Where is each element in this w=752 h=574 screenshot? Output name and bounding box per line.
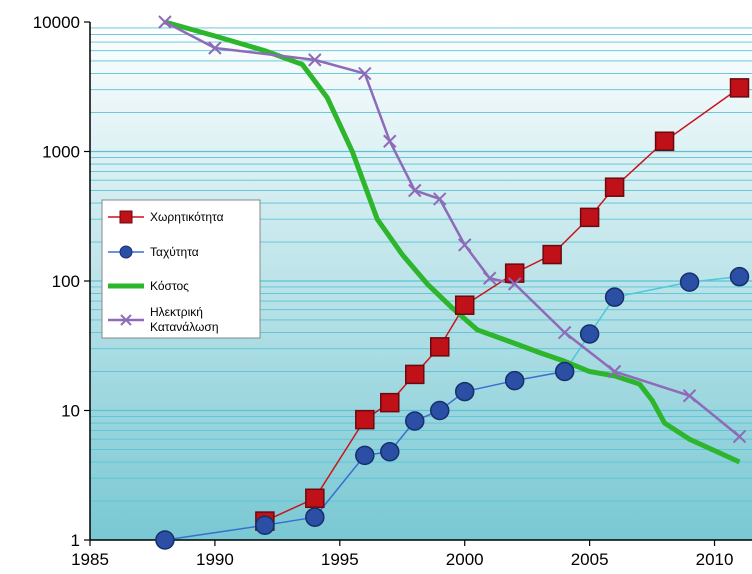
series-4-point xyxy=(682,389,697,403)
series-1-point xyxy=(542,244,562,265)
series-4-point xyxy=(208,41,222,55)
series-4-point xyxy=(358,66,372,81)
series-2-point xyxy=(380,442,400,462)
series-2-point xyxy=(429,400,450,421)
legend-label-line: Ηλεκτρική xyxy=(150,305,203,319)
y-tick-label: 1000 xyxy=(42,143,80,162)
legend: Χωρητικότητα Ταχύτητα Κόστος Ηλεκτρική Καταν… xyxy=(101,199,261,339)
x-stroke xyxy=(358,66,372,81)
series-2-point xyxy=(729,266,750,287)
series-3-line xyxy=(164,19,741,465)
legend-label-line: Ταχύτητα xyxy=(150,245,199,259)
series-markers xyxy=(155,15,750,550)
x-stroke xyxy=(408,183,422,198)
x-stroke xyxy=(507,277,522,291)
series-1-point xyxy=(429,337,450,357)
y-tick-label: 10000 xyxy=(33,13,80,32)
series-2-segment xyxy=(614,281,690,298)
series-4-point xyxy=(557,325,572,340)
legend-label-line: Χωρητικότητα xyxy=(150,210,224,224)
series-2-point xyxy=(405,411,425,431)
x-stroke xyxy=(433,192,447,206)
series-4-point xyxy=(383,134,397,148)
series-4-point xyxy=(482,271,497,285)
x-tick-label: 2005 xyxy=(571,550,609,569)
series-1-point xyxy=(579,207,600,228)
series-4-line xyxy=(164,20,741,438)
legend-label: Χωρητικότητα xyxy=(150,210,224,224)
y-tick-label: 10 xyxy=(61,402,80,421)
x-tick-labels: 1985 1990 1995 2000 2005 2010 xyxy=(71,540,733,569)
x-stroke xyxy=(482,271,497,285)
x-tick-label: 1990 xyxy=(196,550,234,569)
legend-label: Ηλεκτρική Κατανάλωση xyxy=(150,305,219,334)
legend-swatch-marker xyxy=(120,314,132,326)
series-4-point xyxy=(458,238,472,252)
series-2-point xyxy=(604,287,625,307)
series-4-point xyxy=(732,429,747,444)
y-tick-label: 100 xyxy=(52,272,80,291)
series-1-point xyxy=(405,364,425,385)
y-tick-labels: 1 10 100 1000 10000 xyxy=(33,13,90,550)
series-2-point xyxy=(454,381,475,402)
series-2-segment xyxy=(164,524,265,541)
legend-label-line: Κατανάλωση xyxy=(150,320,219,334)
series-2-point xyxy=(355,445,375,466)
legend-swatch-marker xyxy=(119,210,133,224)
x-tick-label: 1995 xyxy=(321,550,359,569)
series-4-point xyxy=(158,15,172,29)
legend-item-4: Ηλεκτρική Κατανάλωση xyxy=(108,305,219,334)
x-stroke xyxy=(158,15,172,29)
series-4-point xyxy=(433,192,447,206)
x-stroke xyxy=(458,238,472,252)
legend-label: Ταχύτητα xyxy=(150,245,199,259)
x-stroke xyxy=(208,41,222,55)
legend-item-2: Ταχύτητα xyxy=(108,245,199,259)
legend-swatch-marker xyxy=(119,245,133,259)
series-1-point xyxy=(729,78,750,98)
x-stroke xyxy=(383,134,397,148)
x-tick-label: 2000 xyxy=(446,550,484,569)
series-1-point xyxy=(504,263,525,283)
series-4-point xyxy=(507,277,522,291)
x-tick-label: 2010 xyxy=(696,550,734,569)
series-2-point xyxy=(554,361,575,382)
series-2-point xyxy=(504,370,525,391)
series-2-point xyxy=(679,272,700,292)
series-2-point xyxy=(305,507,325,527)
y-tick-label: 1 xyxy=(71,531,80,550)
x-stroke xyxy=(557,325,572,340)
series-4-point xyxy=(607,364,622,379)
x-stroke xyxy=(732,429,747,444)
x-tick-label: 1985 xyxy=(71,550,109,569)
series-1-point xyxy=(305,488,325,509)
series-2-point xyxy=(579,324,600,344)
series-1-point xyxy=(454,295,475,315)
legend-item-1: Χωρητικότητα xyxy=(108,210,224,224)
series-4-point xyxy=(408,183,422,198)
series-1-point xyxy=(604,177,625,197)
legend-label: Κόστος xyxy=(150,279,189,293)
series-4-point xyxy=(308,53,322,67)
series-2-point xyxy=(155,530,175,550)
legend-label-line: Κόστος xyxy=(150,279,189,293)
series-2-point xyxy=(255,515,275,535)
series-1-point xyxy=(654,131,675,151)
x-stroke xyxy=(682,389,697,403)
legend-item-3: Κόστος xyxy=(108,279,189,293)
x-stroke xyxy=(308,53,322,67)
series-1-point xyxy=(380,392,400,413)
x-stroke xyxy=(607,364,622,379)
series-1-point xyxy=(355,409,375,430)
